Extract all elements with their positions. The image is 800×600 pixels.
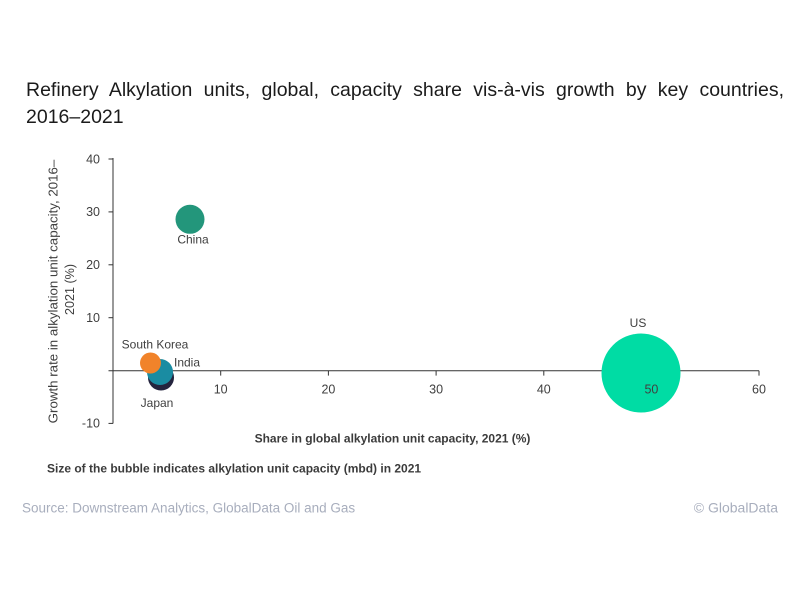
svg-text:Size of the bubble indicates a: Size of the bubble indicates alkylation …: [47, 461, 421, 475]
svg-text:India: India: [174, 355, 200, 369]
svg-text:30: 30: [429, 383, 443, 397]
svg-text:50: 50: [644, 383, 658, 397]
svg-text:China: China: [177, 233, 209, 247]
svg-text:10: 10: [86, 311, 100, 325]
svg-text:20: 20: [86, 258, 100, 272]
svg-text:60: 60: [752, 383, 766, 397]
svg-text:10: 10: [214, 383, 228, 397]
svg-text:30: 30: [86, 205, 100, 219]
svg-text:South Korea: South Korea: [122, 337, 189, 351]
svg-text:Share in global alkylation uni: Share in global alkylation unit capacity…: [255, 432, 531, 446]
svg-text:2021 (%): 2021 (%): [63, 264, 77, 315]
svg-text:Growth rate in alkylation unit: Growth rate in alkylation unit capacity,…: [46, 159, 61, 423]
svg-text:40: 40: [86, 152, 100, 166]
svg-text:20: 20: [321, 383, 335, 397]
svg-text:© GlobalData: © GlobalData: [694, 500, 778, 516]
svg-text:-10: -10: [82, 417, 100, 431]
svg-text:40: 40: [537, 383, 551, 397]
svg-text:Source: Downstream Analytics,: Source: Downstream Analytics, GlobalData…: [22, 501, 355, 516]
svg-text:Japan: Japan: [141, 396, 174, 410]
svg-text:US: US: [630, 316, 647, 330]
